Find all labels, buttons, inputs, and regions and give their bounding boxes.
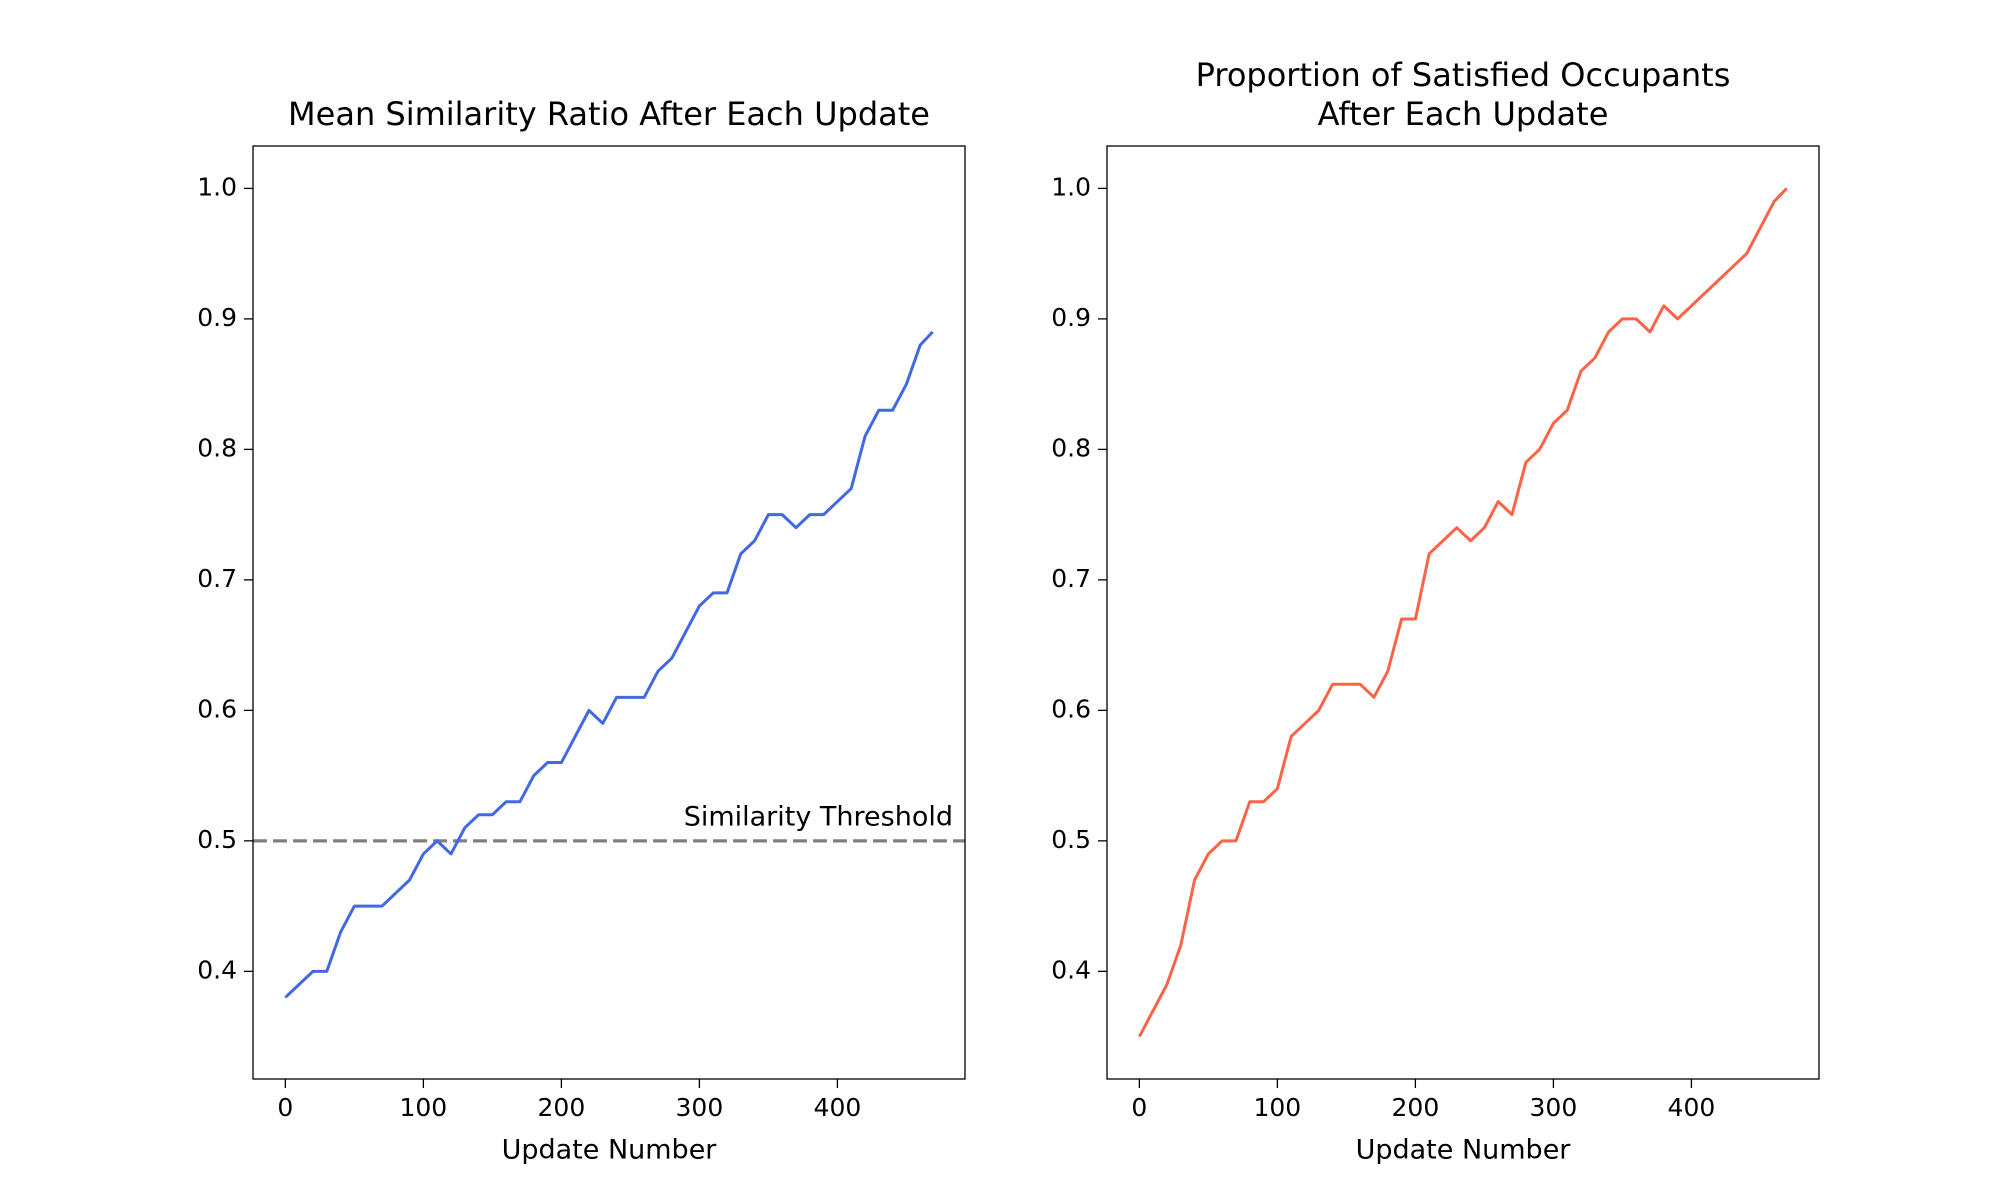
x-tick-label: 0	[1131, 1093, 1147, 1122]
y-tick-label: 0.9	[1051, 303, 1091, 332]
axes-frame	[252, 145, 966, 1080]
x-tick-label: 100	[1254, 1093, 1302, 1122]
y-tick-label: 0.4	[1051, 955, 1091, 984]
y-tick-label: 1.0	[197, 172, 237, 201]
y-tick-label: 0.7	[197, 564, 237, 593]
x-tick-label: 200	[1392, 1093, 1440, 1122]
x-tick-label: 300	[1530, 1093, 1578, 1122]
x-tick-label: 100	[400, 1093, 448, 1122]
y-tick-label: 0.6	[197, 694, 237, 723]
y-tick-label: 0.8	[197, 433, 237, 462]
y-tick-label: 1.0	[1051, 172, 1091, 201]
y-tick-label: 0.9	[197, 303, 237, 332]
chart-title: Mean Similarity Ratio After Each Update	[288, 95, 930, 133]
y-tick-label: 0.4	[197, 955, 237, 984]
y-tick-label: 0.8	[1051, 433, 1091, 462]
x-tick-label: 200	[538, 1093, 586, 1122]
y-tick-label: 0.6	[1051, 694, 1091, 723]
x-tick-label: 0	[277, 1093, 293, 1122]
y-tick-label: 0.5	[1051, 825, 1091, 854]
data-line	[1138, 187, 1788, 1038]
threshold-label: Similarity Threshold	[684, 801, 953, 832]
data-line	[284, 330, 934, 999]
x-axis-label: Update Number	[502, 1135, 718, 1166]
chart-title: After Each Update	[1318, 95, 1609, 133]
x-axis-label: Update Number	[1356, 1135, 1572, 1166]
chart-title: Proportion of Satisfied Occupants	[1196, 56, 1731, 94]
x-tick-label: 400	[1668, 1093, 1716, 1122]
y-tick-label: 0.7	[1051, 564, 1091, 593]
x-tick-label: 400	[814, 1093, 862, 1122]
y-tick-label: 0.5	[197, 825, 237, 854]
axes-frame	[1106, 145, 1820, 1080]
x-tick-label: 300	[676, 1093, 724, 1122]
